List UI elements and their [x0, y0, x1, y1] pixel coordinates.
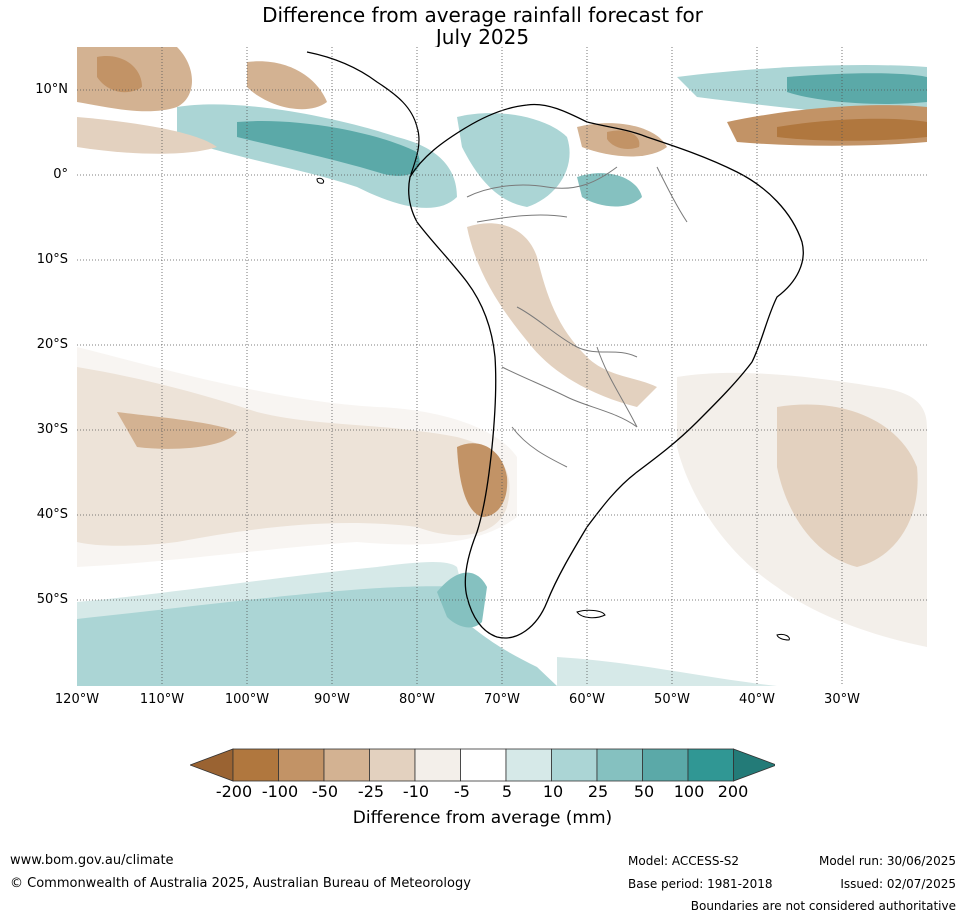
legend-swatch: [369, 748, 416, 782]
lat-label-30s: 30°S: [36, 422, 68, 437]
legend-tick: -25: [357, 782, 385, 801]
country-borders: [466, 166, 688, 468]
lat-label-20s: 20°S: [36, 337, 68, 352]
lat-label-40s: 40°S: [36, 507, 68, 522]
legend-swatch: [232, 748, 279, 782]
rainfall-anomaly-map: [77, 47, 927, 686]
legend-swatch: [642, 748, 689, 782]
legend-tick: -100: [261, 782, 299, 801]
lon-label-70w: 70°W: [484, 692, 520, 707]
legend-tick: 25: [587, 782, 609, 801]
south-georgia: [776, 634, 790, 641]
legend-swatch: [323, 748, 370, 782]
model-run-date: Model run: 30/06/2025: [818, 854, 956, 868]
base-period: Base period: 1981-2018: [628, 877, 773, 891]
legend-swatch: [596, 748, 643, 782]
lon-label-40w: 40°W: [739, 692, 775, 707]
legend-tick: 200: [717, 782, 749, 801]
lat-label-0: 0°: [53, 167, 68, 182]
legend-swatch: [460, 748, 507, 782]
website-link[interactable]: www.bom.gov.au/climate: [10, 853, 174, 868]
legend-tick: -50: [311, 782, 339, 801]
central-america-coastline: [306, 51, 420, 178]
lon-label-100w: 100°W: [224, 692, 270, 707]
legend-tick: -200: [215, 782, 253, 801]
map-canvas: [77, 47, 927, 686]
legend-tick: -5: [454, 782, 470, 801]
legend-tick: 50: [633, 782, 655, 801]
lat-label-10n: 10°N: [35, 82, 68, 97]
legend-tick: 5: [501, 782, 513, 801]
galapagos-islands: [316, 177, 324, 184]
falkland-islands: [576, 609, 606, 619]
map-title: Difference from average rainfall forecas…: [0, 4, 965, 48]
legend-swatch: [687, 748, 734, 782]
lon-label-90w: 90°W: [314, 692, 350, 707]
legend-tick: 100: [673, 782, 705, 801]
title-line-2: July 2025: [435, 25, 530, 49]
legend-title: Difference from average (mm): [352, 808, 613, 828]
lat-label-50s: 50°S: [36, 592, 68, 607]
lon-label-50w: 50°W: [654, 692, 690, 707]
lon-label-80w: 80°W: [399, 692, 435, 707]
lon-label-30w: 30°W: [824, 692, 860, 707]
legend-arrow-low: [190, 748, 234, 782]
legend-tick: -10: [402, 782, 430, 801]
legend-swatch: [551, 748, 598, 782]
graticule: [77, 47, 927, 686]
legend-swatch: [278, 748, 325, 782]
model-name: Model: ACCESS-S2: [628, 854, 740, 868]
southern-ocean-wet-region: [77, 581, 557, 686]
copyright-text: © Commonwealth of Australia 2025, Austra…: [10, 876, 471, 891]
legend-tick: 10: [542, 782, 564, 801]
legend-swatch: [505, 748, 552, 782]
south-america-coastline: [408, 103, 804, 639]
issued-date: Issued: 02/07/2025: [840, 877, 956, 891]
legend-colorbar: [190, 748, 775, 782]
lon-label-60w: 60°W: [569, 692, 605, 707]
legend-arrow-high: [733, 748, 775, 782]
lon-label-110w: 110°W: [139, 692, 185, 707]
boundary-disclaimer: Boundaries are not considered authoritat…: [690, 899, 956, 913]
legend-swatch: [414, 748, 461, 782]
lat-label-10s: 10°S: [36, 252, 68, 267]
lon-label-120w: 120°W: [54, 692, 100, 707]
title-line-1: Difference from average rainfall forecas…: [262, 3, 703, 27]
